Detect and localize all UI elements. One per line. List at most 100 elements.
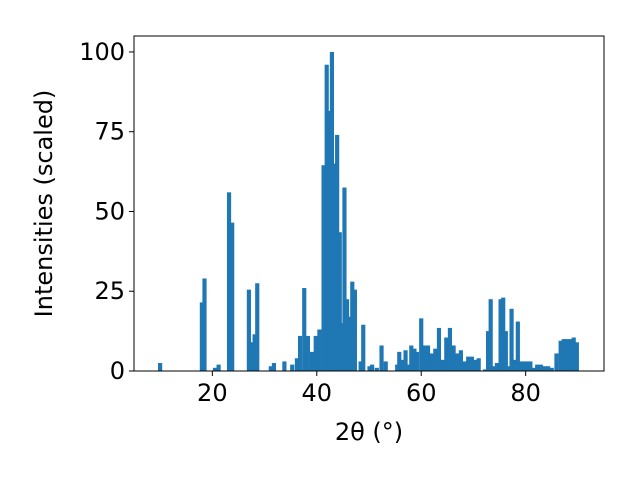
bar xyxy=(400,359,406,371)
bar xyxy=(199,302,204,371)
bar xyxy=(473,359,478,371)
bar xyxy=(538,364,543,371)
x-axis-ticks: 20 40 60 80 xyxy=(197,371,541,407)
bar xyxy=(403,350,408,371)
bar xyxy=(324,64,329,371)
bar xyxy=(409,345,414,371)
x-tick-label: 80 xyxy=(510,379,541,407)
bar xyxy=(419,318,424,371)
bar xyxy=(462,361,467,371)
bar xyxy=(337,232,342,371)
bar xyxy=(367,366,372,371)
bar xyxy=(406,364,411,371)
bars-group xyxy=(158,51,579,371)
bar xyxy=(542,366,547,371)
bar xyxy=(361,324,366,371)
bar xyxy=(571,337,576,371)
bar xyxy=(531,367,536,371)
y-axis-ticks: 0 25 50 75 100 xyxy=(79,38,134,385)
y-tick-label: 25 xyxy=(94,277,125,305)
bar xyxy=(436,327,442,371)
bar xyxy=(501,297,506,371)
bar xyxy=(535,364,540,371)
y-tick-label: 100 xyxy=(79,38,125,66)
bar xyxy=(226,192,232,371)
bar xyxy=(528,361,533,371)
bar xyxy=(458,350,463,371)
bar xyxy=(476,358,481,371)
bar xyxy=(309,351,315,371)
bar xyxy=(469,356,474,371)
bar xyxy=(429,353,434,371)
bar xyxy=(440,359,445,371)
bar xyxy=(347,316,352,371)
bar xyxy=(509,308,514,371)
bar xyxy=(335,134,340,371)
bar xyxy=(332,163,337,371)
bar xyxy=(512,359,517,371)
bar xyxy=(546,366,551,371)
bar xyxy=(383,361,388,371)
bar xyxy=(282,361,287,371)
bar xyxy=(558,340,563,371)
bar xyxy=(485,331,491,371)
bar xyxy=(158,363,163,371)
bar xyxy=(494,363,500,371)
bar xyxy=(422,345,427,371)
bar xyxy=(268,366,273,371)
bar xyxy=(412,348,417,371)
bar xyxy=(506,366,512,371)
bar xyxy=(455,353,460,371)
bar xyxy=(271,363,277,371)
bar xyxy=(561,339,566,371)
bar xyxy=(302,288,307,371)
bar xyxy=(252,334,257,371)
bar xyxy=(503,331,508,371)
bar xyxy=(433,348,438,371)
bar xyxy=(447,327,453,371)
bar xyxy=(397,351,402,371)
bar xyxy=(290,364,295,371)
x-tick-label: 20 xyxy=(197,379,228,407)
bar xyxy=(202,278,207,371)
plot-frame xyxy=(133,35,605,372)
bar xyxy=(327,110,332,371)
bar xyxy=(374,367,379,371)
bar xyxy=(444,337,449,371)
bar xyxy=(358,361,363,371)
bar xyxy=(379,345,384,371)
bar xyxy=(249,342,255,371)
bar xyxy=(329,51,335,371)
bar xyxy=(425,345,431,371)
bar xyxy=(313,335,318,371)
bar xyxy=(321,165,326,371)
bar xyxy=(340,323,345,371)
bar xyxy=(414,351,420,371)
bar xyxy=(451,345,456,371)
bar xyxy=(216,364,221,371)
bar xyxy=(498,299,503,371)
bar xyxy=(317,329,322,371)
y-axis-label: Intensities (scaled) xyxy=(30,90,58,318)
y-tick-label: 75 xyxy=(94,118,125,146)
bar xyxy=(488,299,493,371)
bar xyxy=(491,366,496,371)
bar xyxy=(294,358,300,371)
bar xyxy=(554,353,559,371)
bar xyxy=(297,335,303,371)
x-tick-label: 60 xyxy=(406,379,437,407)
bar xyxy=(255,283,260,371)
bar xyxy=(370,364,375,371)
y-tick-label: 50 xyxy=(94,197,125,225)
bar xyxy=(564,339,570,371)
y-tick-label: 0 xyxy=(110,357,125,385)
bar xyxy=(352,289,357,371)
bar xyxy=(230,222,235,371)
bar xyxy=(515,321,520,371)
bar xyxy=(549,367,554,371)
bar xyxy=(574,342,579,371)
bar xyxy=(518,361,524,371)
bar xyxy=(568,339,573,371)
bar xyxy=(305,335,310,371)
